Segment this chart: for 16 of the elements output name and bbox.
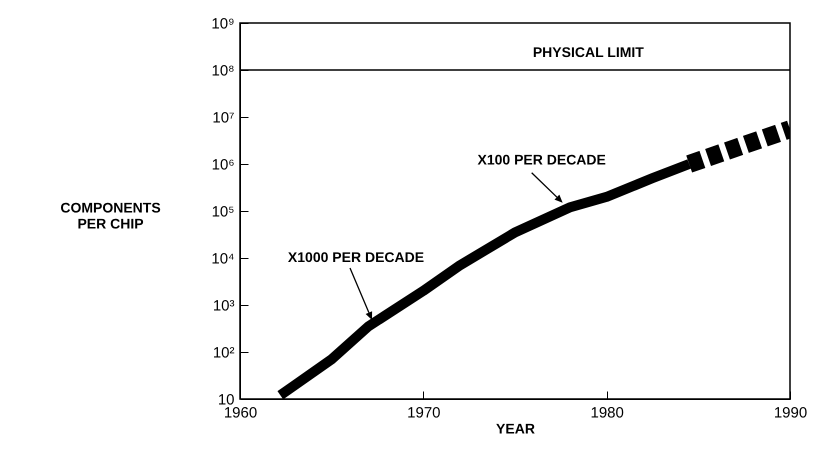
ref-line-label: PHYSICAL LIMIT <box>532 44 644 60</box>
annotation: X100 PER DECADE <box>477 152 606 168</box>
y-tick-label: 10⁶ <box>212 156 234 174</box>
y-tick-label: 10⁸ <box>211 62 234 80</box>
x-tick-label: 1990 <box>774 404 808 422</box>
x-tick-label: 1970 <box>407 404 441 422</box>
y-tick-label: 10³ <box>212 298 234 314</box>
y-tick-label: 10⁴ <box>211 250 234 268</box>
annotation: X1000 PER DECADE <box>288 248 424 265</box>
y-tick-label: 10⁵ <box>212 204 234 220</box>
y-tick-label: 10⁷ <box>212 110 234 126</box>
x-tick-label: 1980 <box>590 404 624 422</box>
x-axis-title: YEAR <box>496 420 535 436</box>
y-tick-label: 10⁹ <box>211 16 234 32</box>
y-tick-label: 10² <box>212 344 234 362</box>
y-axis-title: COMPONENTS PER CHIP <box>60 200 161 232</box>
